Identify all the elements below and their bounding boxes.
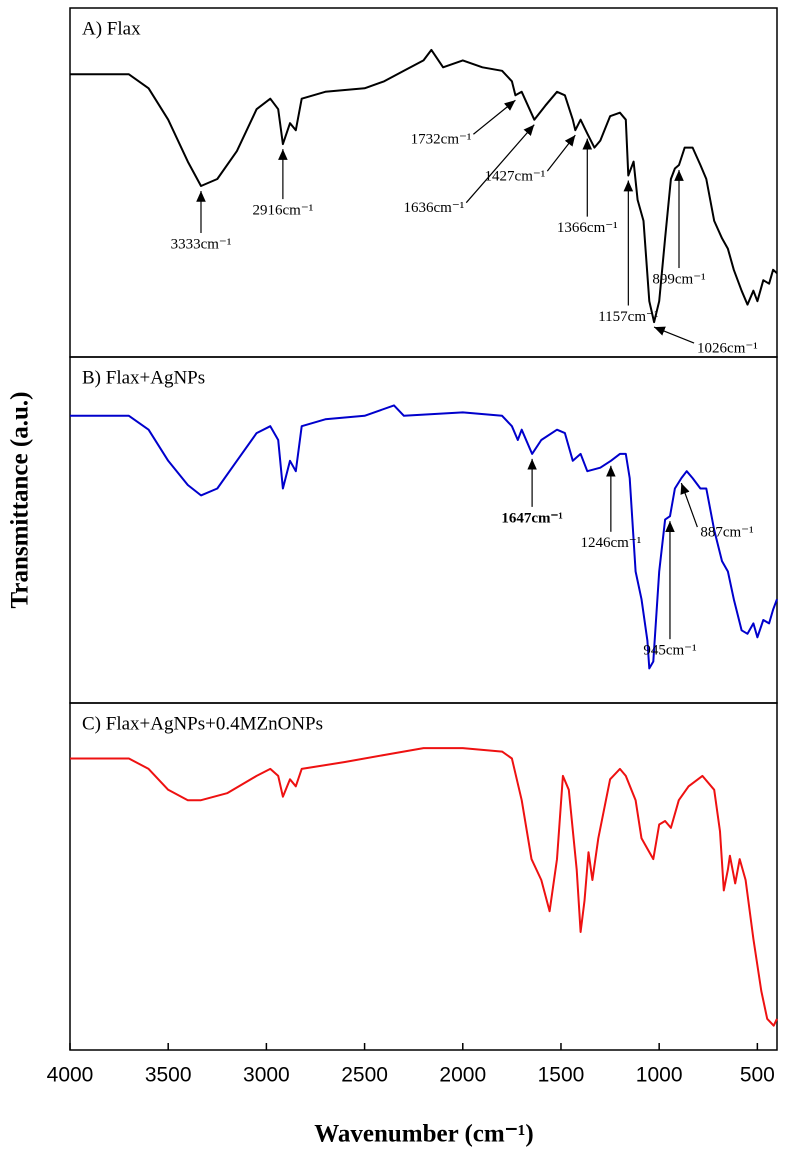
annotation-label: 1647cm⁻¹ [501,510,563,526]
spectrum-line [70,48,778,324]
panel-title: C) Flax+AgNPs+0.4MZnONPs [82,713,323,734]
x-tick-label: 2000 [439,1064,486,1087]
annotation-label: 1246cm⁻¹ [580,535,641,551]
annotation-label: 887cm⁻¹ [700,525,753,541]
annotation-label: 1157cm⁻¹ [598,309,658,325]
annotation-arrow [546,134,576,172]
panel-title: B) Flax+AgNPs [82,367,205,388]
spectrum-line [70,747,778,1027]
annotation-arrow [653,326,695,344]
annotation-label: 1636cm⁻¹ [404,200,465,216]
annotation-label: 1026cm⁻¹ [697,341,758,357]
x-tick-label: 3500 [145,1064,192,1087]
annotation-label: 945cm⁻¹ [643,643,696,659]
y-axis-label: Transmittance (a.u.) [7,392,34,609]
x-tick-label: 2500 [341,1064,388,1087]
annotation-label: 1427cm⁻¹ [485,169,546,185]
panel-frame [69,702,778,1051]
annotation-arrow [680,482,698,528]
panel-title: A) Flax [82,18,141,39]
annotation-label: 1732cm⁻¹ [411,132,472,148]
x-tick-label: 500 [740,1064,775,1087]
annotation-label: 899cm⁻¹ [652,271,705,287]
x-tick-label: 1000 [636,1064,683,1087]
annotation-label: 3333cm⁻¹ [171,236,232,252]
x-axis-label: Wavenumber (cm⁻¹) [314,1121,534,1148]
annotation-arrow [465,124,535,204]
annotation-label: 1366cm⁻¹ [557,220,618,236]
spectrum-line [70,404,778,670]
annotation-arrow [473,99,516,135]
x-tick-label: 1500 [538,1064,585,1087]
annotation-label: 2916cm⁻¹ [253,203,314,219]
x-tick-label: 3000 [243,1064,290,1087]
x-tick-label: 4000 [47,1064,94,1087]
